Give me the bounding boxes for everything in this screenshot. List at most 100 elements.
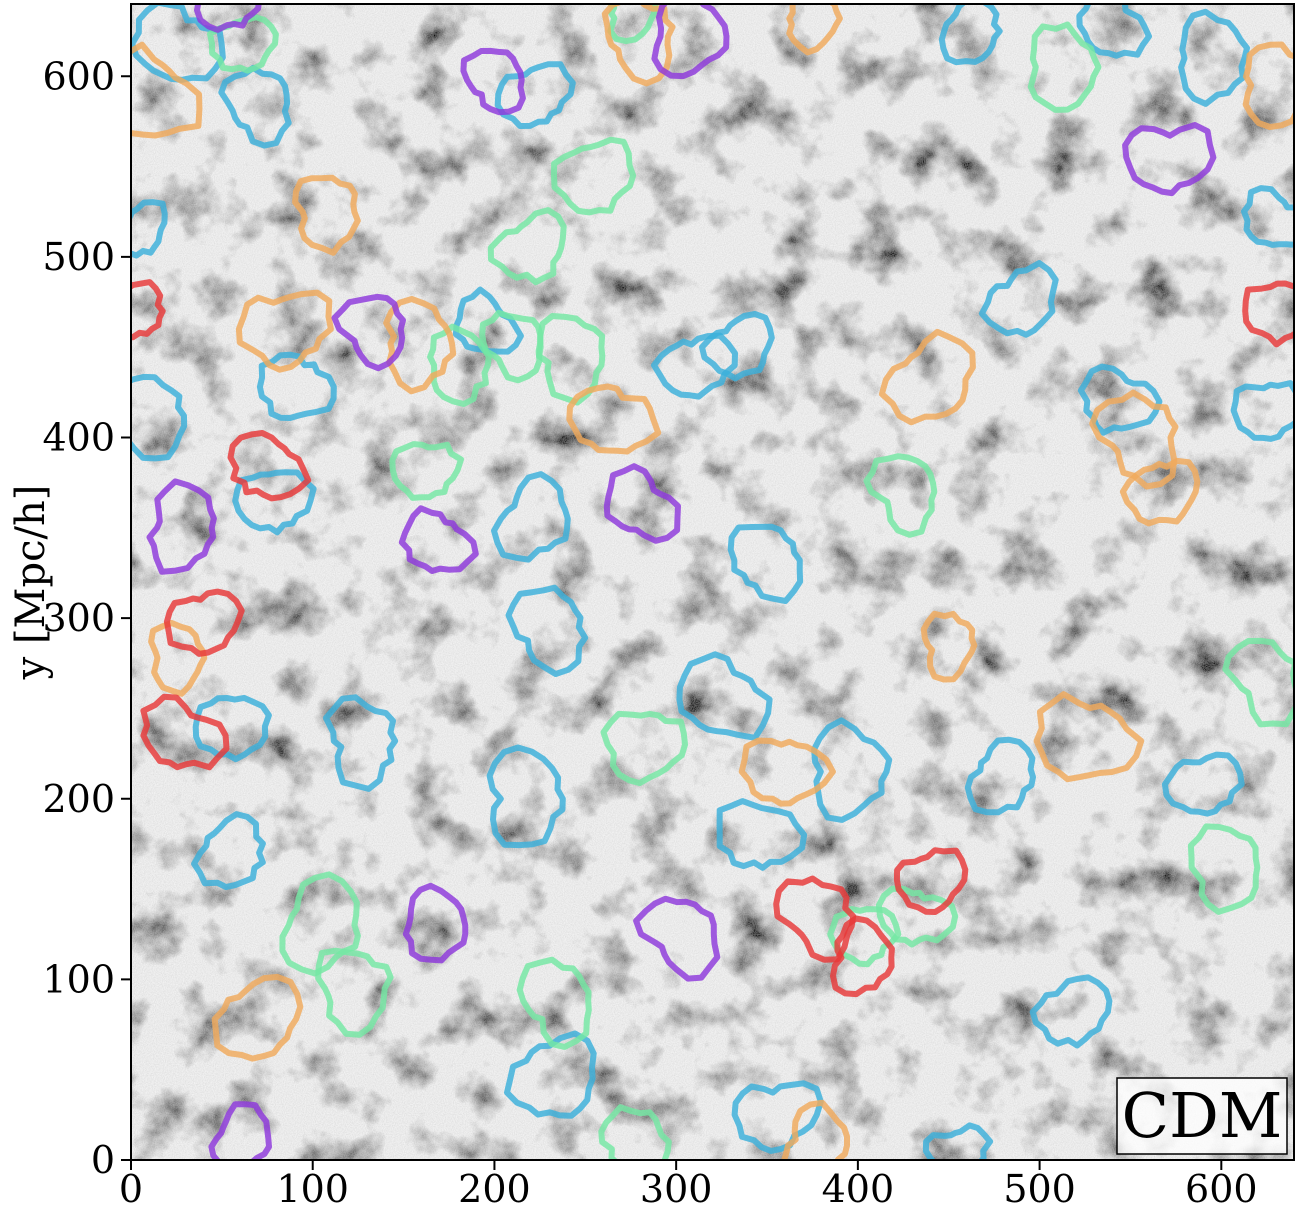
void-contour [516, 956, 592, 1050]
void-contour [402, 882, 469, 964]
void-contour [131, 279, 166, 341]
x-tick-label: 100 [276, 1167, 349, 1206]
plot-area [130, 3, 1295, 1161]
void-contour [938, 4, 1003, 66]
x-tick-label: 600 [1185, 1167, 1258, 1206]
void-contour [1122, 122, 1217, 197]
void-contour [1089, 389, 1179, 490]
void-contour [227, 430, 312, 502]
void-contour [460, 47, 526, 116]
void-contour [279, 871, 361, 977]
plot-frame [130, 3, 1295, 1161]
void-contour [964, 736, 1036, 816]
void-contour [389, 441, 464, 501]
void-contour [603, 463, 681, 544]
void-contour [315, 947, 394, 1038]
void-contour [1178, 8, 1250, 107]
void-contour [566, 383, 662, 455]
void-contour [479, 309, 544, 384]
void-contour [600, 710, 688, 787]
void-contour [738, 737, 836, 807]
void-contour [1241, 185, 1294, 248]
void-contour [830, 915, 895, 998]
void-contour [292, 174, 361, 256]
void-contour [633, 895, 721, 982]
void-contour [398, 505, 479, 574]
void-contour [1029, 974, 1113, 1049]
x-axis: 0 100 200 300 400 500 600 [119, 1160, 1258, 1206]
y-tick-label: 300 [42, 596, 115, 640]
void-contour [207, 14, 279, 74]
void-contour [601, 4, 676, 87]
void-contour [922, 1122, 994, 1160]
void-contour [131, 41, 203, 139]
void-contour [1222, 637, 1294, 728]
void-contour [676, 651, 773, 741]
void-contour [491, 471, 571, 563]
void-contour [1033, 691, 1145, 783]
void-contour [494, 61, 576, 129]
void-contour [1027, 21, 1102, 113]
void-contour [486, 744, 566, 849]
void-contour [811, 717, 893, 823]
void-contour [551, 136, 637, 216]
model-label-frame [1116, 1077, 1288, 1155]
void-contour [863, 453, 938, 538]
void-contour [1161, 751, 1245, 817]
void-contour [875, 885, 959, 948]
void-contour [920, 610, 978, 683]
void-contour [1076, 4, 1152, 59]
void-contour [1242, 280, 1294, 348]
void-contour [140, 693, 230, 771]
y-axis: 0 100 200 300 400 500 600 [42, 54, 131, 1182]
model-label: CDM [1122, 1079, 1283, 1152]
void-contour [131, 199, 168, 259]
x-tick-label: 0 [119, 1167, 143, 1206]
void-contour [383, 296, 457, 395]
void-contour [1187, 823, 1261, 915]
void-contour [131, 373, 188, 462]
void-contour [716, 798, 808, 871]
void-contour [1077, 363, 1163, 436]
void-contour [148, 619, 208, 697]
void-contour [598, 1104, 672, 1160]
void-contour [232, 469, 317, 536]
void-contour [323, 694, 399, 792]
y-tick-label: 400 [42, 416, 115, 460]
y-tick-label: 0 [91, 1138, 115, 1182]
void-contour [1230, 380, 1294, 442]
void-contour [651, 4, 730, 80]
void-contour [727, 523, 804, 604]
x-tick-label: 300 [640, 1167, 713, 1206]
void-contour [780, 1099, 850, 1160]
void-contour [235, 289, 334, 373]
x-tick-label: 500 [1003, 1167, 1076, 1206]
void-contour [427, 323, 492, 407]
void-contours [131, 4, 1294, 1160]
void-contour [163, 588, 245, 657]
void-contour [1119, 457, 1201, 527]
void-contour [192, 694, 272, 763]
void-contour [131, 4, 226, 83]
void-contour [256, 351, 337, 421]
y-tick-label: 200 [42, 777, 115, 821]
void-contour [191, 811, 266, 891]
y-axis-label: y [Mpc/h] [8, 485, 54, 681]
void-contour [505, 584, 589, 677]
y-tick-label: 500 [42, 235, 115, 279]
void-contour [194, 4, 262, 33]
model-label-box: CDM [1116, 1077, 1288, 1155]
void-contour [208, 1101, 272, 1160]
void-contour [487, 207, 567, 286]
y-tick-label: 600 [42, 54, 115, 98]
void-contour [893, 847, 969, 915]
y-tick-label: 100 [42, 957, 115, 1001]
void-contour [146, 478, 217, 575]
void-contour [878, 328, 976, 426]
void-contour [218, 64, 292, 149]
void-contour [211, 973, 304, 1062]
void-contour [331, 293, 406, 372]
x-tick-label: 200 [458, 1167, 531, 1206]
void-contour [978, 260, 1059, 338]
